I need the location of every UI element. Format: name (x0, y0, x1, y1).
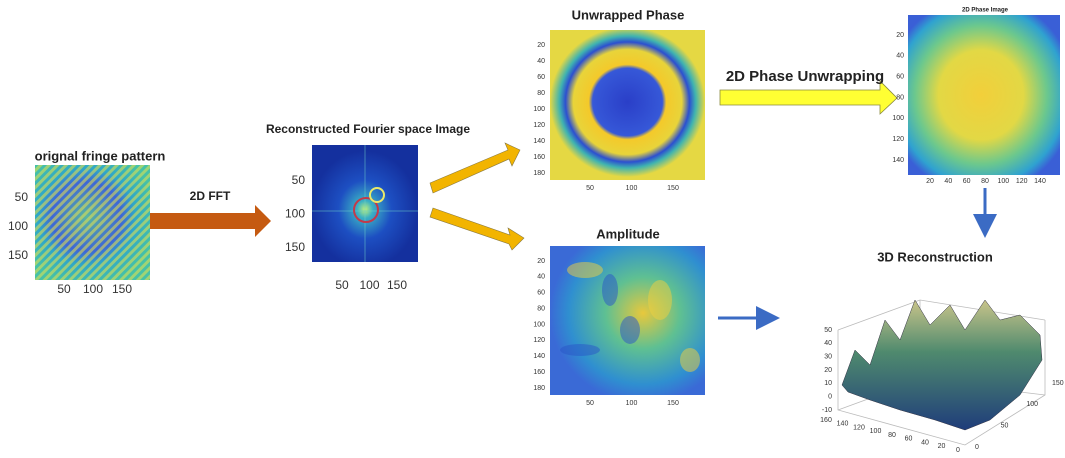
y-tick-label: 100 (8, 219, 28, 233)
panel-title: 2D Phase Image (962, 8, 1009, 14)
y-tick-label: 140 (892, 157, 904, 164)
arrow (430, 143, 520, 193)
y-tick-label: 20 (896, 32, 904, 39)
arrow-label: 2D FFT (190, 189, 231, 203)
x-tick-label: 50 (586, 400, 594, 407)
y-tick-label: 100 (533, 321, 545, 328)
y-tick-label: 80 (896, 94, 904, 101)
tick-label: 0 (975, 444, 979, 451)
unwrapped-image (550, 30, 705, 180)
tick-label: 80 (888, 432, 896, 439)
y-tick-label: 50 (15, 190, 29, 204)
y-tick-label: 60 (537, 290, 545, 297)
3d-surface (842, 300, 1042, 430)
y-tick-label: 150 (285, 240, 305, 254)
y-tick-label: 50 (292, 173, 306, 187)
y-tick-label: 40 (537, 274, 545, 281)
panel-title: Amplitude (596, 226, 660, 241)
panel-title: orignal fringe pattern (35, 148, 166, 163)
y-tick-label: 40 (896, 53, 904, 60)
tick-label: 100 (1026, 401, 1038, 408)
x-tick-label: 120 (1016, 178, 1028, 185)
y-tick-label: 160 (533, 369, 545, 376)
y-tick-label: 140 (533, 138, 545, 145)
y-tick-label: 20 (537, 258, 545, 265)
tick-label: 160 (820, 417, 832, 424)
tick-label: 30 (824, 354, 832, 361)
fft-arrow (150, 205, 271, 237)
y-tick-label: 80 (537, 90, 545, 97)
y-tick-label: 160 (533, 154, 545, 161)
y-tick-label: 120 (533, 337, 545, 344)
y-tick-label: 60 (537, 74, 545, 81)
y-tick-label: 180 (533, 170, 545, 177)
panel-title: Reconstructed Fourier space Image (266, 122, 470, 136)
x-tick-label: 50 (57, 282, 71, 296)
x-tick-label: 50 (586, 185, 594, 192)
tick-label: 40 (824, 340, 832, 347)
x-tick-label: 100 (626, 185, 638, 192)
x-tick-label: 50 (335, 278, 349, 292)
y-tick-label: 100 (892, 115, 904, 122)
x-tick-label: 150 (667, 400, 679, 407)
y-tick-label: 20 (537, 42, 545, 49)
x-tick-label: 140 (1034, 178, 1046, 185)
y-tick-label: 120 (533, 122, 545, 129)
tick-label: 40 (921, 439, 929, 446)
x-tick-label: 150 (387, 278, 407, 292)
y-tick-label: 150 (8, 248, 28, 262)
x-tick-label: 40 (944, 178, 952, 185)
tick-label: 120 (853, 424, 865, 431)
arrow (430, 208, 524, 250)
tick-label: 0 (828, 394, 832, 401)
y-tick-label: 140 (533, 353, 545, 360)
y-tick-label: 40 (537, 58, 545, 65)
unwrap-arrow (720, 81, 897, 114)
tick-label: 0 (956, 447, 960, 453)
x-tick-label: 20 (926, 178, 934, 185)
x-tick-label: 60 (963, 178, 971, 185)
tick-label: 10 (824, 380, 832, 387)
tick-label: 140 (837, 421, 849, 428)
x-tick-label: 150 (112, 282, 132, 296)
x-tick-label: 80 (981, 178, 989, 185)
arrow-label: 2D Phase Unwrapping (726, 68, 884, 85)
x-tick-label: 100 (83, 282, 103, 296)
y-tick-label: 100 (285, 207, 305, 221)
x-tick-label: 100 (997, 178, 1009, 185)
y-tick-label: 60 (896, 74, 904, 81)
tick-label: -10 (822, 407, 832, 414)
tick-label: 50 (1001, 423, 1009, 430)
diagram: orignal fringe pattern Reconstructed Fou… (0, 0, 1065, 453)
panel-title: 3D Reconstruction (877, 249, 993, 264)
x-tick-label: 100 (626, 400, 638, 407)
y-tick-label: 120 (892, 136, 904, 143)
tick-label: 150 (1052, 380, 1064, 387)
y-tick-label: 80 (537, 305, 545, 312)
y-tick-label: 180 (533, 385, 545, 392)
phase-image (908, 15, 1060, 175)
y-tick-label: 100 (533, 106, 545, 113)
tick-label: 20 (938, 443, 946, 450)
tick-label: 60 (905, 436, 913, 443)
x-tick-label: 150 (667, 185, 679, 192)
fringe-stripes (35, 165, 150, 280)
tick-label: 100 (870, 428, 882, 435)
tick-label: 20 (824, 367, 832, 374)
panel-title: Unwrapped Phase (572, 7, 685, 22)
x-tick-label: 100 (359, 278, 379, 292)
tick-label: 50 (824, 327, 832, 334)
